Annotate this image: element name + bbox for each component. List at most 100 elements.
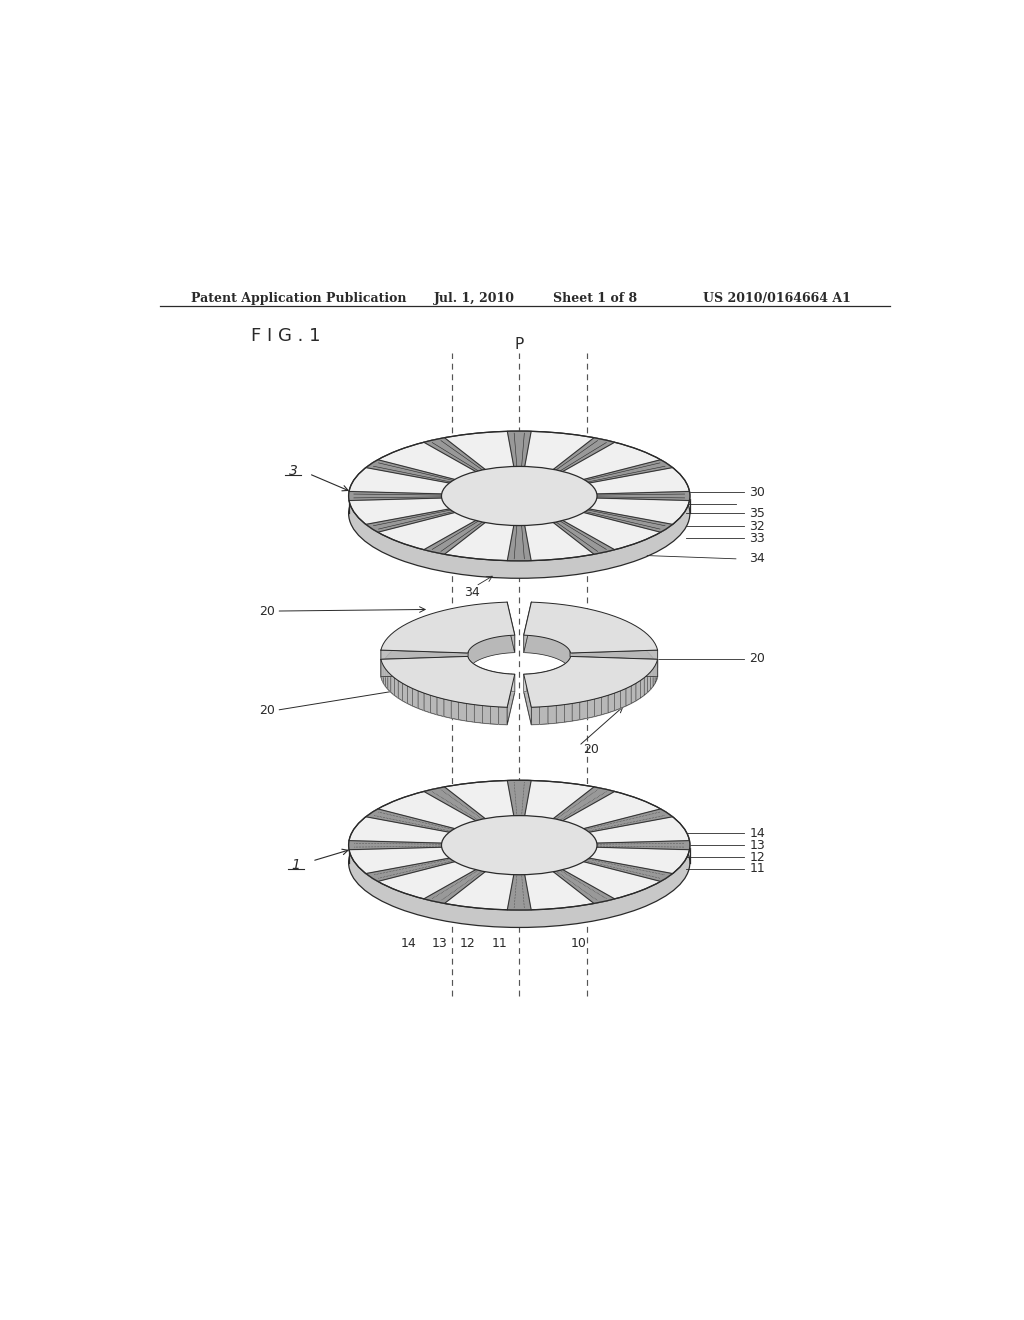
Polygon shape [366, 510, 455, 532]
Polygon shape [542, 672, 545, 690]
Polygon shape [539, 672, 542, 690]
Polygon shape [644, 675, 647, 696]
Polygon shape [523, 675, 527, 692]
Polygon shape [550, 669, 552, 688]
Text: 20: 20 [259, 605, 274, 618]
Polygon shape [490, 706, 499, 725]
Polygon shape [494, 672, 497, 690]
Polygon shape [444, 700, 452, 718]
Polygon shape [381, 649, 468, 671]
Polygon shape [381, 656, 468, 677]
Polygon shape [553, 438, 614, 471]
Polygon shape [474, 705, 482, 723]
Polygon shape [348, 841, 441, 850]
Polygon shape [466, 704, 474, 722]
Polygon shape [437, 697, 444, 717]
Polygon shape [507, 525, 531, 561]
Polygon shape [507, 875, 531, 909]
Polygon shape [553, 787, 614, 821]
Polygon shape [523, 619, 657, 671]
Polygon shape [636, 681, 640, 701]
Ellipse shape [348, 449, 690, 578]
Polygon shape [650, 669, 653, 689]
Polygon shape [512, 675, 515, 692]
Polygon shape [408, 686, 413, 706]
Polygon shape [559, 667, 561, 685]
Text: 34: 34 [750, 552, 765, 565]
Polygon shape [507, 675, 515, 725]
Polygon shape [398, 681, 402, 701]
Polygon shape [597, 491, 690, 500]
Polygon shape [497, 672, 500, 690]
Polygon shape [552, 669, 555, 688]
Polygon shape [476, 665, 477, 684]
Polygon shape [394, 677, 398, 698]
Text: F I G . 1: F I G . 1 [251, 326, 321, 345]
Polygon shape [471, 663, 473, 681]
Ellipse shape [441, 484, 597, 543]
Polygon shape [553, 520, 614, 554]
Polygon shape [424, 870, 485, 903]
Polygon shape [523, 675, 657, 725]
Polygon shape [499, 708, 507, 725]
Polygon shape [486, 669, 488, 688]
Text: 35: 35 [750, 507, 765, 520]
Text: 32: 32 [750, 520, 765, 533]
Polygon shape [580, 701, 588, 719]
Text: 10: 10 [570, 937, 587, 950]
Polygon shape [418, 690, 424, 710]
Polygon shape [584, 510, 673, 532]
Polygon shape [548, 706, 556, 723]
Text: 11: 11 [750, 862, 765, 875]
Ellipse shape [441, 833, 597, 892]
Polygon shape [545, 671, 547, 689]
Polygon shape [459, 702, 466, 721]
Polygon shape [430, 696, 437, 714]
Polygon shape [584, 459, 673, 483]
Text: 11: 11 [492, 937, 507, 950]
Polygon shape [530, 673, 532, 692]
Polygon shape [492, 671, 494, 689]
Polygon shape [523, 656, 657, 708]
Polygon shape [557, 667, 559, 685]
Text: 20: 20 [583, 743, 599, 756]
Text: 13: 13 [750, 838, 765, 851]
Polygon shape [424, 520, 485, 554]
Text: 3: 3 [289, 463, 298, 478]
Polygon shape [564, 704, 572, 722]
Polygon shape [547, 671, 550, 689]
Polygon shape [482, 706, 490, 723]
Text: US 2010/0164664 A1: US 2010/0164664 A1 [703, 292, 851, 305]
Polygon shape [540, 706, 548, 725]
Text: 31: 31 [591, 498, 606, 511]
Polygon shape [621, 689, 626, 709]
Polygon shape [382, 663, 383, 682]
Polygon shape [452, 701, 459, 719]
Polygon shape [614, 690, 621, 710]
Polygon shape [366, 858, 455, 882]
Polygon shape [532, 673, 536, 692]
Polygon shape [555, 668, 557, 686]
Polygon shape [631, 684, 636, 704]
Polygon shape [391, 675, 394, 696]
Text: Jul. 1, 2010: Jul. 1, 2010 [433, 292, 514, 305]
Polygon shape [570, 656, 657, 677]
Text: Sheet 1 of 8: Sheet 1 of 8 [553, 292, 637, 305]
Polygon shape [608, 693, 614, 713]
Polygon shape [413, 689, 418, 709]
Polygon shape [481, 668, 484, 686]
Polygon shape [470, 661, 471, 680]
Text: 20: 20 [750, 652, 765, 665]
Polygon shape [626, 686, 631, 706]
Text: 12: 12 [750, 850, 765, 863]
Polygon shape [647, 672, 650, 692]
Text: P: P [515, 337, 524, 351]
Polygon shape [523, 675, 531, 725]
Text: 13: 13 [432, 937, 447, 950]
Text: 33: 33 [750, 532, 765, 545]
Polygon shape [348, 491, 441, 500]
Polygon shape [473, 663, 474, 681]
Polygon shape [381, 675, 515, 725]
Polygon shape [488, 671, 492, 689]
Polygon shape [506, 673, 509, 692]
